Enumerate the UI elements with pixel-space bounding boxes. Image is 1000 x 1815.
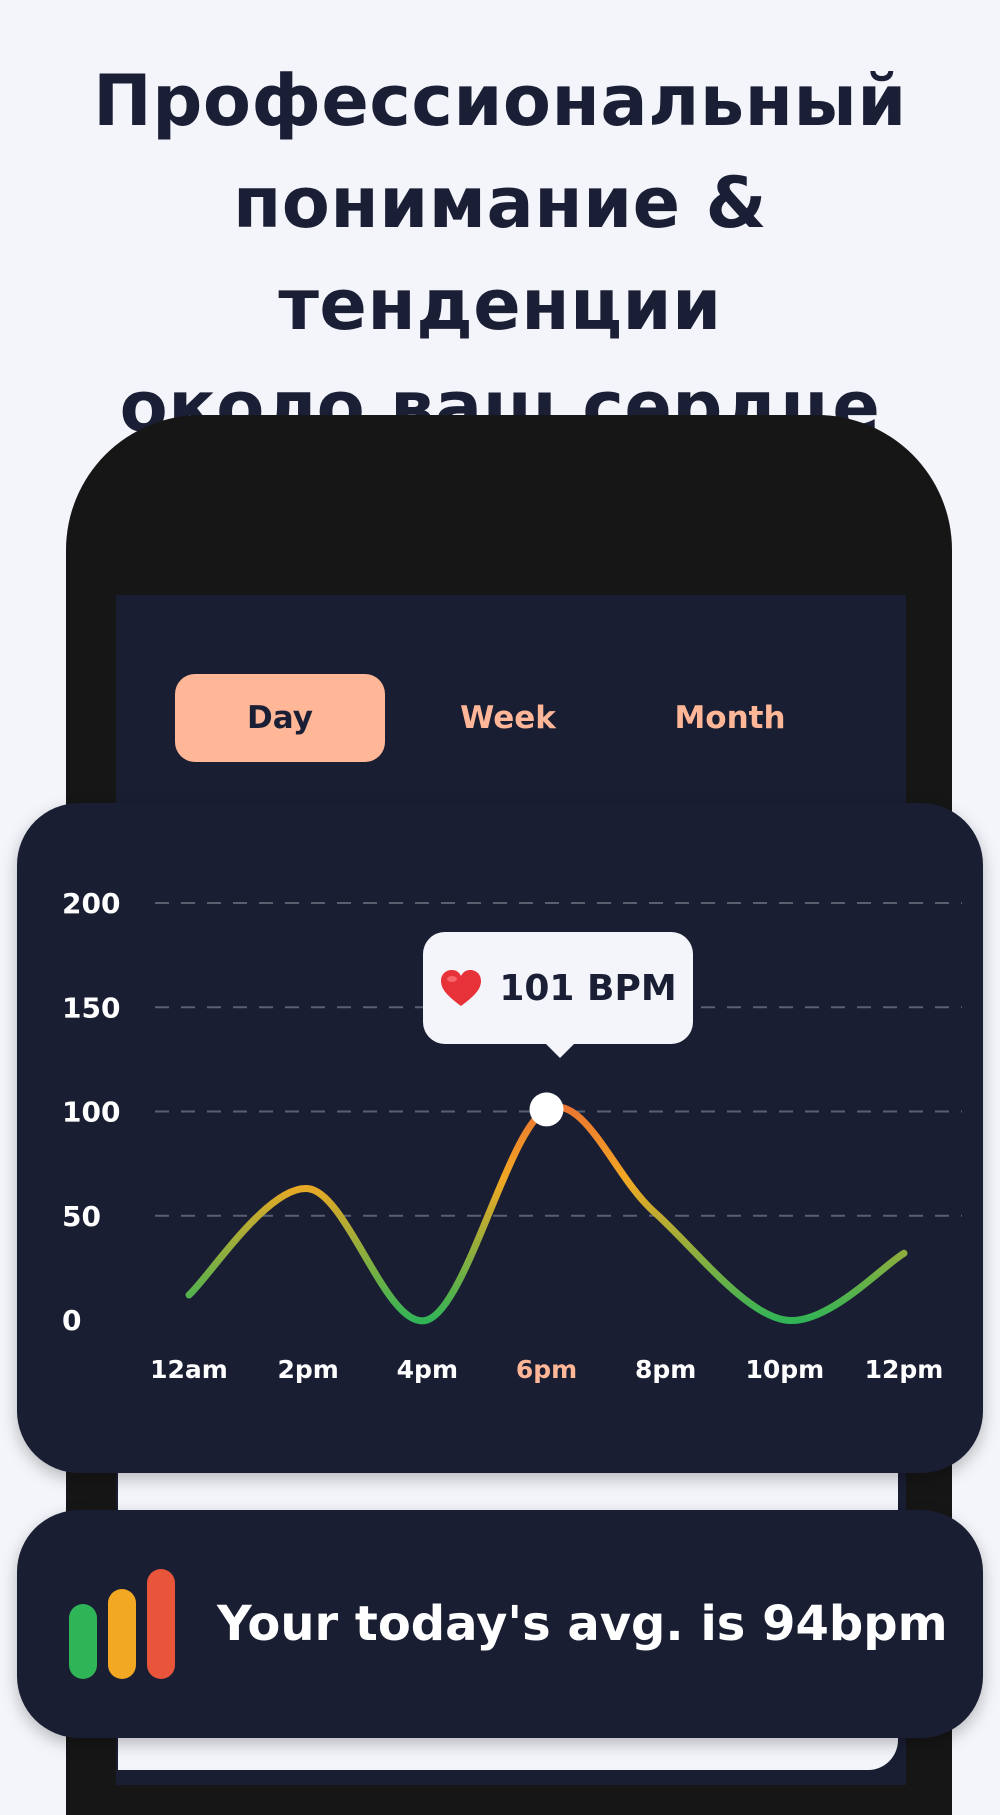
headline: Профессиональный понимание & тенденции о… [0,50,1000,458]
y-tick-label: 150 [62,991,120,1024]
period-tabs: Day Week Month [116,595,906,805]
x-tick-label: 12am [150,1355,228,1384]
tab-day[interactable]: Day [175,674,385,762]
y-tick-label: 0 [62,1304,81,1337]
x-tick-label: 12pm [865,1355,944,1384]
average-text: Your today's avg. is 94bpm [217,1596,948,1652]
headline-line-1: Профессиональный [93,60,907,142]
y-tick-label: 200 [62,887,120,920]
x-tick-label: 8pm [635,1355,696,1384]
bar-chart-icon [69,1569,175,1679]
y-tick-label: 50 [62,1200,101,1233]
tab-month[interactable]: Month [625,674,835,762]
heart-rate-line [185,1103,908,1325]
x-tick-label: 6pm [516,1355,577,1384]
x-tick-label: 2pm [277,1355,338,1384]
heart-icon [441,970,482,1006]
average-card: Your today's avg. is 94bpm [17,1510,983,1738]
tab-week[interactable]: Week [403,674,613,762]
y-tick-label: 100 [62,1096,120,1129]
bpm-value: 101 BPM [499,967,677,1009]
heart-rate-chart: 200 150 100 50 0 12am 2pm 4pm 6pm 8pm 10pm 12pm [62,887,962,1384]
headline-line-2: понимание & тенденции [232,162,768,346]
x-tick-label: 4pm [397,1355,458,1384]
peak-marker[interactable] [529,1092,564,1127]
heart-rate-chart-card: 200 150 100 50 0 12am 2pm 4pm 6pm 8pm 10pm 12pm [17,803,983,1473]
x-tick-label: 10pm [745,1355,824,1384]
bpm-tooltip: 101 BPM [423,932,693,1058]
